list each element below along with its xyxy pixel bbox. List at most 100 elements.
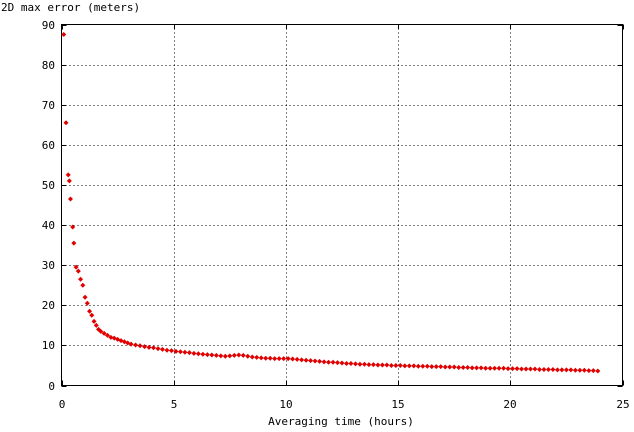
data-point — [357, 361, 363, 367]
data-point — [263, 355, 269, 361]
data-points — [61, 32, 601, 374]
axis-ticks — [61, 24, 624, 387]
data-point — [572, 367, 578, 373]
y-tick-label: 90 — [42, 19, 55, 32]
data-point — [348, 360, 354, 366]
data-point — [447, 364, 453, 370]
data-point — [451, 364, 457, 370]
data-point — [424, 363, 430, 369]
data-point — [249, 354, 255, 360]
data-point — [290, 356, 296, 362]
data-point — [541, 366, 547, 372]
data-point — [276, 356, 282, 362]
data-point — [415, 363, 421, 369]
data-point — [285, 356, 291, 362]
data-point — [151, 345, 157, 351]
data-point — [308, 358, 314, 364]
data-point — [191, 350, 197, 356]
data-point — [236, 352, 242, 358]
data-point — [159, 346, 165, 352]
data-point — [84, 300, 90, 306]
data-point — [568, 367, 574, 373]
y-tick-label: 30 — [42, 259, 55, 272]
data-point — [406, 363, 412, 369]
data-point — [577, 367, 583, 373]
x-tick-label: 15 — [391, 398, 404, 411]
data-point — [492, 365, 498, 371]
data-point — [80, 282, 86, 288]
data-point — [91, 318, 97, 324]
data-point — [105, 332, 111, 338]
data-point — [456, 364, 462, 370]
data-point — [101, 330, 107, 336]
y-tick-label: 60 — [42, 139, 55, 152]
y-tick-label: 10 — [42, 339, 55, 352]
y-axis-label: 2D max error (meters) — [1, 1, 140, 14]
data-point — [133, 342, 139, 348]
x-tick-label: 0 — [59, 398, 66, 411]
data-point — [254, 354, 260, 360]
data-point — [245, 353, 251, 359]
data-point — [93, 322, 99, 328]
data-point — [388, 362, 394, 368]
data-point — [65, 172, 71, 178]
data-point — [510, 366, 516, 372]
y-tick-label: 70 — [42, 99, 55, 112]
data-point — [442, 364, 448, 370]
data-point — [168, 348, 174, 354]
data-point — [474, 365, 480, 371]
data-point — [66, 178, 72, 184]
y-tick-label: 50 — [42, 179, 55, 192]
data-point — [379, 362, 385, 368]
x-tick-label: 5 — [171, 398, 178, 411]
y-tick-label: 20 — [42, 299, 55, 312]
data-point — [87, 308, 93, 314]
data-point — [326, 359, 332, 365]
data-point — [218, 353, 224, 359]
data-point — [78, 276, 84, 282]
y-tick-label: 40 — [42, 219, 55, 232]
data-point — [164, 347, 170, 353]
data-point — [108, 334, 114, 340]
data-point — [519, 366, 525, 372]
data-point — [393, 362, 399, 368]
data-point — [366, 362, 372, 368]
y-tick-label: 0 — [48, 380, 55, 393]
data-point — [335, 360, 341, 366]
data-point — [227, 353, 233, 359]
data-point — [402, 363, 408, 369]
data-point — [222, 353, 228, 359]
data-point — [294, 356, 300, 362]
data-point — [352, 361, 358, 367]
data-point — [267, 355, 273, 361]
data-point — [433, 364, 439, 370]
data-point — [240, 352, 246, 358]
y-tick-label: 80 — [42, 59, 55, 72]
data-point — [231, 352, 237, 358]
data-point — [321, 359, 327, 365]
plot-frame — [61, 24, 623, 386]
data-point — [343, 360, 349, 366]
data-point — [496, 365, 502, 371]
grid-lines — [61, 24, 623, 386]
data-point — [89, 312, 95, 318]
data-point — [195, 351, 201, 357]
data-point — [281, 356, 287, 362]
data-point — [182, 349, 188, 355]
data-point — [186, 350, 192, 356]
data-point — [590, 368, 596, 374]
data-point — [272, 356, 278, 362]
x-tick-label: 10 — [279, 398, 292, 411]
data-point — [128, 341, 134, 347]
data-point — [384, 362, 390, 368]
data-point — [469, 365, 475, 371]
data-point — [505, 366, 511, 372]
data-point — [82, 294, 88, 300]
data-point — [146, 344, 152, 350]
data-point — [75, 268, 81, 274]
data-point — [177, 349, 183, 355]
data-point — [532, 366, 538, 372]
data-point — [438, 364, 444, 370]
data-point — [258, 355, 264, 361]
